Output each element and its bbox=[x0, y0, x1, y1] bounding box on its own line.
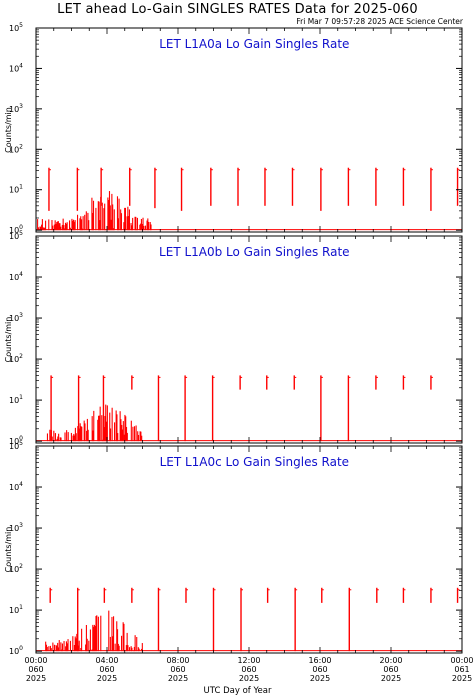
y-tick-label: 101 bbox=[9, 394, 23, 405]
y-tick-exponent: 1 bbox=[19, 184, 23, 191]
y-tick-label: 105 bbox=[9, 22, 23, 33]
y-axis-label: Counts/min bbox=[4, 527, 13, 573]
x-tick-day-label: 060 bbox=[241, 665, 256, 674]
y-tick-exponent: 1 bbox=[19, 394, 23, 401]
x-tick-day-label: 061 bbox=[454, 665, 469, 674]
x-tick-day-label: 060 bbox=[383, 665, 398, 674]
x-tick-label: 08:00 bbox=[166, 656, 189, 665]
y-tick-label: 100 bbox=[9, 435, 23, 446]
y-tick-exponent: 4 bbox=[19, 481, 23, 488]
x-tick-year-label: 2025 bbox=[26, 674, 46, 683]
x-tick-day-label: 060 bbox=[170, 665, 185, 674]
x-tick-day-label: 060 bbox=[99, 665, 114, 674]
x-tick-label: 04:00 bbox=[95, 656, 118, 665]
y-axis-label: Counts/min bbox=[4, 317, 13, 363]
y-tick-exponent: 3 bbox=[19, 522, 23, 529]
y-tick-label: 105 bbox=[9, 230, 23, 241]
y-tick-exponent: 5 bbox=[19, 230, 23, 237]
y-tick-label: 100 bbox=[9, 224, 23, 235]
noise-bars bbox=[45, 610, 143, 652]
y-tick-label: 103 bbox=[9, 522, 23, 533]
y-tick-label: 104 bbox=[9, 271, 23, 282]
x-tick-year-label: 2025 bbox=[310, 674, 330, 683]
y-tick-label: 103 bbox=[9, 103, 23, 114]
y-tick-label: 102 bbox=[9, 563, 23, 574]
y-tick-exponent: 1 bbox=[19, 604, 23, 611]
y-tick-label: 102 bbox=[9, 353, 23, 364]
y-tick-exponent: 0 bbox=[19, 435, 23, 442]
y-tick-label: 102 bbox=[9, 143, 23, 154]
y-tick-exponent: 3 bbox=[19, 312, 23, 319]
panel-title: LET L1A0b Lo Gain Singles Rate bbox=[159, 245, 350, 259]
x-tick-day-label: 060 bbox=[28, 665, 43, 674]
chart-title: LET ahead Lo-Gain SINGLES RATES Data for… bbox=[57, 2, 418, 17]
y-tick-exponent: 2 bbox=[19, 563, 23, 570]
y-tick-label: 101 bbox=[9, 604, 23, 615]
panel-title: LET L1A0a Lo Gain Singles Rate bbox=[159, 37, 349, 51]
x-tick-year-label: 2025 bbox=[168, 674, 188, 683]
y-axis-label: Counts/min bbox=[4, 107, 13, 153]
x-tick-label: 16:00 bbox=[308, 656, 331, 665]
y-tick-exponent: 0 bbox=[19, 645, 23, 652]
noise-bars bbox=[37, 191, 152, 231]
x-tick-year-label: 2025 bbox=[239, 674, 259, 683]
x-tick-year-label: 2025 bbox=[381, 674, 401, 683]
y-tick-label: 103 bbox=[9, 312, 23, 323]
y-tick-exponent: 2 bbox=[19, 143, 23, 150]
plot-frame bbox=[35, 27, 463, 233]
x-tick-year-label: 2025 bbox=[97, 674, 117, 683]
y-tick-label: 104 bbox=[9, 481, 23, 492]
y-tick-exponent: 3 bbox=[19, 103, 23, 110]
noise-bars bbox=[46, 404, 143, 442]
y-tick-exponent: 5 bbox=[19, 440, 23, 447]
y-tick-exponent: 4 bbox=[19, 271, 23, 278]
y-tick-label: 100 bbox=[9, 645, 23, 656]
x-tick-year-label: 2025 bbox=[452, 674, 472, 683]
x-axis-label: UTC Day of Year bbox=[203, 686, 272, 696]
y-tick-label: 104 bbox=[9, 62, 23, 73]
x-tick-label: 00:00 bbox=[450, 656, 473, 665]
y-tick-label: 101 bbox=[9, 184, 23, 195]
plot-frame bbox=[35, 445, 463, 654]
y-tick-exponent: 4 bbox=[19, 62, 23, 69]
x-tick-label: 20:00 bbox=[379, 656, 402, 665]
x-tick-label: 00:00 bbox=[24, 656, 47, 665]
timestamp-label: Fri Mar 7 09:57:28 2025 ACE Science Cent… bbox=[296, 17, 463, 26]
panel-title: LET L1A0c Lo Gain Singles Rate bbox=[160, 455, 350, 469]
y-tick-exponent: 2 bbox=[19, 353, 23, 360]
y-tick-exponent: 0 bbox=[19, 224, 23, 231]
x-tick-day-label: 060 bbox=[312, 665, 327, 674]
y-tick-exponent: 5 bbox=[19, 22, 23, 29]
y-tick-label: 105 bbox=[9, 440, 23, 451]
x-tick-label: 12:00 bbox=[237, 656, 260, 665]
